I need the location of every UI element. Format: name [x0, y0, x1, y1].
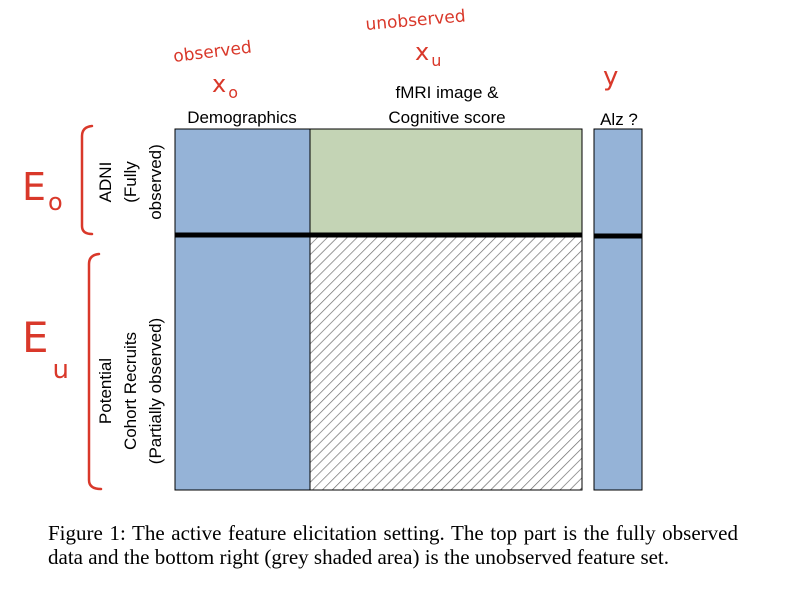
block-unobserved-hatched: [309, 234, 583, 491]
header-alz: Alz ?: [600, 110, 638, 129]
block-demographics-partial: [174, 234, 311, 491]
row-label-potential-2: Cohort Recruits: [121, 332, 140, 450]
row-label-adni-3: observed): [146, 144, 165, 220]
e-o-annotation: Eo: [22, 165, 63, 216]
row-label-adni-1: ADNI: [96, 162, 115, 203]
observed-annotation: observed: [172, 38, 253, 67]
y-annotation: y: [603, 62, 618, 92]
e-u-annotation: Eu: [22, 313, 69, 385]
block-alz-observed: [593, 128, 643, 236]
header-fmri-line1: fMRI image &: [396, 83, 500, 102]
header-demographics: Demographics: [187, 108, 297, 127]
block-fmri-observed: [309, 128, 583, 236]
e-u-bracket: [87, 252, 103, 491]
figure-caption: Figure 1: The active feature elicitation…: [48, 521, 738, 569]
row-label-potential-1: Potential: [96, 358, 115, 424]
block-alz-partial: [593, 234, 643, 491]
e-o-bracket: [80, 124, 94, 236]
unobserved-annotation: unobserved: [365, 6, 467, 35]
row-label-potential-3: (Partially observed): [146, 318, 165, 464]
row-label-adni-2: (Fully: [121, 161, 140, 203]
block-demographics-observed: [174, 128, 311, 236]
header-fmri-line2: Cognitive score: [388, 108, 505, 127]
